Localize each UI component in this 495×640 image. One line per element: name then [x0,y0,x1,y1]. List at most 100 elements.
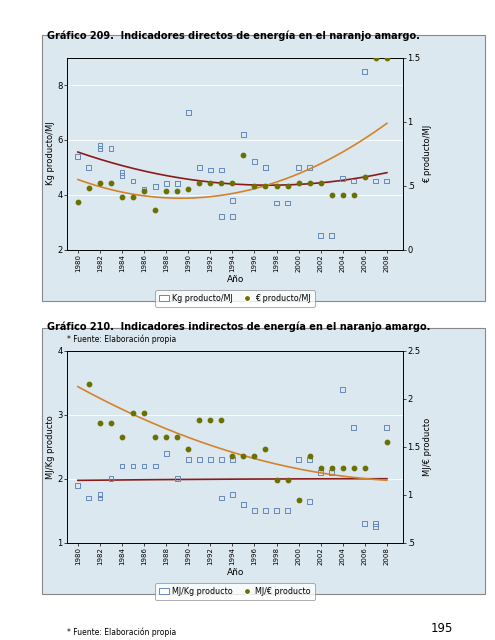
Point [295,494,302,504]
Point [305,178,313,188]
Point [228,195,236,205]
Point [118,461,126,471]
Point [240,451,248,461]
X-axis label: Año: Año [226,275,244,284]
Point [361,172,369,182]
Text: * Fuente: Elaboración propia: * Fuente: Elaboración propia [67,334,176,344]
Point [317,231,325,241]
Point [305,454,313,465]
Point [240,499,248,509]
Point [217,415,225,425]
Point [328,231,336,241]
Point [85,493,93,503]
Point [372,522,380,532]
Point [284,198,292,208]
Point [151,205,159,215]
Point [184,444,192,454]
Point [85,162,93,172]
Point [228,212,236,222]
Point [173,179,181,189]
Point [305,496,313,506]
Point [129,176,137,186]
Point [383,422,391,433]
Point [305,451,313,461]
Point [339,173,346,184]
Point [107,143,115,153]
Point [372,518,380,529]
Point [206,178,214,188]
Point [151,461,159,471]
Point [317,178,325,188]
Point [96,178,104,188]
Point [74,197,82,207]
Point [118,168,126,178]
Point [350,189,358,200]
Point [217,212,225,222]
Point [217,493,225,503]
Point [328,189,336,200]
Point [107,417,115,428]
Point [261,444,269,454]
Point [184,184,192,195]
Text: Gráfico 210.  Indicadores indirectos de energía en el naranjo amargo.: Gráfico 210. Indicadores indirectos de e… [47,321,430,332]
Point [206,454,214,465]
Point [284,180,292,191]
Point [317,467,325,477]
Point [250,506,258,516]
Point [284,475,292,485]
Point [361,463,369,473]
Y-axis label: MJ/Kg producto: MJ/Kg producto [46,415,54,479]
Point [250,180,258,191]
Point [96,417,104,428]
Point [140,461,148,471]
Point [151,181,159,191]
Point [250,157,258,167]
Point [162,432,170,442]
Point [74,480,82,490]
Text: 195: 195 [431,622,453,636]
Legend: MJ/Kg producto, MJ/€ producto: MJ/Kg producto, MJ/€ producto [155,583,315,600]
Point [295,162,302,172]
Y-axis label: Kg producto/MJ: Kg producto/MJ [46,122,54,186]
Point [339,463,346,473]
Point [184,108,192,118]
Point [305,162,313,172]
Point [206,165,214,175]
Y-axis label: € producto/MJ: € producto/MJ [424,124,433,183]
Text: Gráfico 209.  Indicadores directos de energía en el naranjo amargo.: Gráfico 209. Indicadores directos de ene… [47,30,420,40]
Point [129,461,137,471]
Point [240,129,248,140]
Point [372,176,380,186]
Point [317,463,325,473]
Point [295,454,302,465]
Point [196,454,203,465]
Point [96,490,104,500]
Point [284,506,292,516]
Point [328,467,336,477]
Point [96,143,104,153]
Point [361,518,369,529]
Point [383,52,391,63]
Point [240,150,248,160]
Point [96,493,104,503]
Point [162,448,170,458]
Point [328,463,336,473]
Y-axis label: MJ/€ producto: MJ/€ producto [424,417,433,476]
Point [350,422,358,433]
Point [250,451,258,461]
Point [350,176,358,186]
Point [140,184,148,195]
Point [162,179,170,189]
Point [228,490,236,500]
Point [295,178,302,188]
Point [217,165,225,175]
Point [273,180,281,191]
Point [196,162,203,172]
Point [140,186,148,196]
Point [339,189,346,200]
Point [118,432,126,442]
Point [74,340,82,351]
Point [206,415,214,425]
Point [273,475,281,485]
Text: * Fuente: Elaboración propia: * Fuente: Elaboración propia [67,627,176,637]
